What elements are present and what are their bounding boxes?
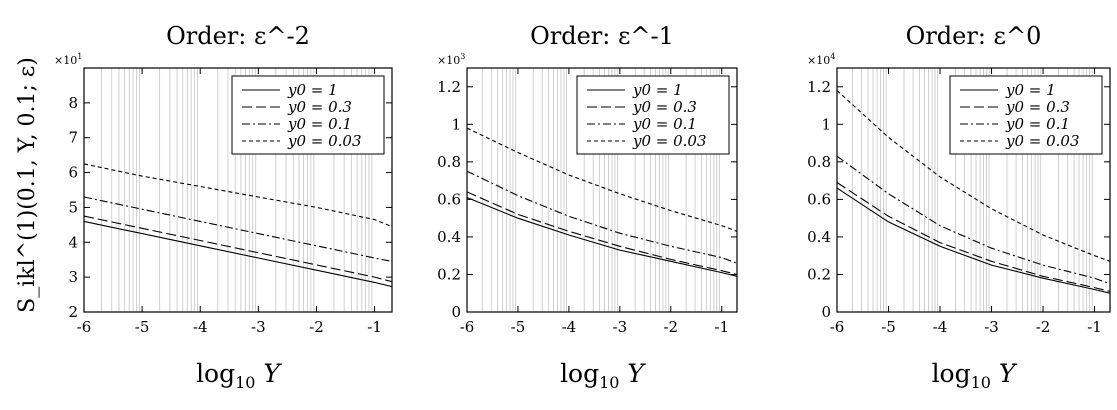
y-tick-label: 0.4 [437,228,461,246]
legend-label: y0 = 1 [632,81,683,99]
legend-label: y0 = 1 [287,81,338,99]
x-tick-label: -1 [367,318,382,336]
series-line-4 [83,163,393,228]
y-tick-label: 3 [68,268,78,286]
series-line-1 [466,196,738,277]
legend-label: y0 = 0.03 [287,132,362,150]
y-tick-label: 1 [821,115,831,133]
x-tick-label: -3 [613,318,628,336]
y-multiplier: ×101 [54,52,82,67]
y-multiplier: ×104 [807,52,835,67]
y-tick-label: 0.8 [807,153,831,171]
series-line-1 [836,187,1111,294]
x-tick-label: -4 [933,318,948,336]
x-axis-label: log10 Y [196,359,282,392]
y-tick-label: 7 [68,129,78,147]
x-tick-label: -2 [309,318,324,336]
y-tick-label: 0.6 [437,190,461,208]
series-line-1 [83,220,393,288]
x-axis-label: log10 Y [560,359,646,392]
plot-frame [466,67,738,313]
y-tick-label: 8 [68,94,78,112]
y-multiplier: ×103 [437,52,465,67]
x-axis-label: log10 Y [932,359,1018,392]
series-line-4 [466,127,738,232]
legend-label: y0 = 0.3 [1005,98,1070,116]
y-tick-label: 0 [451,303,461,321]
series-line-2 [836,182,1111,292]
x-tick-label: -3 [984,318,999,336]
chart-panel-3: Order: ε^0 -6 -5 -4 -3 -2 -1 0 0.2 0.4 0.6 0.8 1 1.2 ×… [807,22,1111,392]
chart-panel-1: Order: ε^-2 -6 -5 -4 -3 -2 -1 2 3 4 5 6 7 8 ×101 log10 … [54,22,393,392]
x-tick-label: -5 [881,318,896,336]
legend-label: y0 = 0.1 [1005,115,1070,133]
y-tick-label: 0.4 [807,228,831,246]
y-tick-label: 0.6 [807,190,831,208]
x-tick-label: -4 [193,318,208,336]
legend-label: y0 = 0.3 [632,98,697,116]
y-tick-label: 0 [821,303,831,321]
legend-label: y0 = 1 [1005,81,1056,99]
series-line-2 [466,191,738,276]
y-tick-label: 0.2 [437,265,461,283]
x-tick-label: -1 [1087,318,1102,336]
plot-frame [836,67,1111,313]
x-tick-label: -5 [511,318,526,336]
x-tick-label: -5 [135,318,150,336]
y-tick-label: 2 [68,303,78,321]
y-tick-label: 6 [68,164,78,182]
legend-label: y0 = 0.1 [287,115,352,133]
x-tick-label: -6 [77,318,92,336]
y-tick-label: 1.2 [807,78,831,96]
x-tick-label: -1 [714,318,729,336]
x-tick-label: -6 [460,318,475,336]
legend-label: y0 = 0.03 [1005,132,1080,150]
y-tick-label: 0.8 [437,153,461,171]
series-line-4 [836,90,1111,262]
x-tick-label: -3 [251,318,266,336]
plot-frame [83,67,393,313]
series-line-2 [83,215,393,283]
series-line-3 [466,170,738,264]
series-line-3 [83,196,393,263]
legend-label: y0 = 0.03 [632,132,707,150]
y-axis-label: S_ikl^(1)(0.1, Y, 0.1; ε) [15,57,40,313]
x-tick-label: -6 [830,318,845,336]
chart-panel-2: Order: ε^-1 -6 -5 -4 -3 -2 -1 0 0.2 0.4 0.6 0.8 1 1.2… [437,22,738,392]
series-line-3 [836,155,1111,285]
y-tick-label: 5 [68,198,78,216]
y-tick-label: 4 [68,233,78,251]
y-tick-label: 1.2 [437,78,461,96]
y-tick-label: 1 [451,115,461,133]
x-tick-label: -4 [562,318,577,336]
x-tick-label: -2 [1036,318,1051,336]
legend-label: y0 = 0.1 [632,115,697,133]
chart-title: Order: ε^-2 [166,22,310,50]
shared-y-axis-label: S_ikl^(1)(0.1, Y, 0.1; ε) [15,57,40,313]
y-tick-label: 0.2 [807,265,831,283]
x-tick-label: -2 [663,318,678,336]
chart-title: Order: ε^0 [906,22,1042,50]
legend-label: y0 = 0.3 [287,98,352,116]
chart-title: Order: ε^-1 [530,22,674,50]
